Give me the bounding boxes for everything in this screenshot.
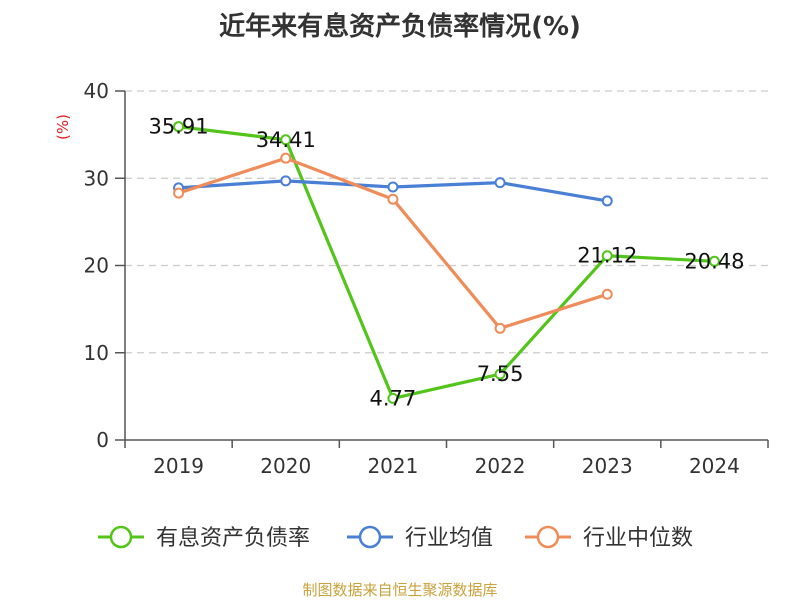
grid-lines bbox=[125, 90, 768, 354]
legend: 有息资产负债率 行业均值 行业中位数 bbox=[98, 525, 693, 551]
data-point bbox=[387, 193, 399, 205]
chart-title: 近年来有息资产负债率情况(%) bbox=[219, 12, 581, 42]
data-point bbox=[494, 322, 506, 334]
x-tick-label: 2023 bbox=[582, 454, 633, 478]
legend-swatch-marker bbox=[109, 525, 133, 549]
data-point bbox=[601, 195, 613, 207]
data-point bbox=[280, 134, 292, 146]
x-tick-label: 2021 bbox=[367, 454, 418, 478]
data-label: 7.55 bbox=[477, 362, 524, 386]
data-point bbox=[601, 250, 613, 262]
data-label: 34.41 bbox=[256, 128, 316, 152]
series-line-1 bbox=[178, 125, 715, 400]
x-tick-label: 2022 bbox=[475, 454, 526, 478]
data-labels: 35.91 34.41 4.77 7.55 21.12 20.48 bbox=[149, 115, 745, 411]
y-tick-label: 40 bbox=[84, 79, 109, 103]
data-label: 4.77 bbox=[370, 386, 417, 410]
data-point bbox=[494, 177, 506, 189]
legend-label: 行业均值 bbox=[405, 526, 493, 551]
data-label: 21.12 bbox=[577, 244, 637, 268]
data-point bbox=[173, 187, 185, 199]
data-point bbox=[173, 121, 185, 133]
legend-label: 有息资产负债率 bbox=[156, 526, 310, 551]
data-label: 20.48 bbox=[684, 249, 744, 273]
x-tick-label: 2019 bbox=[153, 454, 204, 478]
y-tick-label: 10 bbox=[84, 341, 109, 365]
series-lines bbox=[173, 121, 720, 404]
axes: 0 10 20 30 40 2019 2020 2021 2022 2023 2024 (%) bbox=[54, 79, 769, 478]
x-tick-label: 2024 bbox=[689, 454, 740, 478]
data-point bbox=[494, 368, 506, 380]
data-point bbox=[708, 255, 720, 267]
y-tick-label: 0 bbox=[96, 428, 109, 452]
data-point bbox=[280, 152, 292, 164]
legend-swatch-marker bbox=[358, 525, 382, 549]
y-tick-label: 20 bbox=[84, 254, 109, 278]
y-axis-label: (%) bbox=[54, 114, 72, 140]
data-point bbox=[601, 288, 613, 300]
x-tick-label: 2020 bbox=[260, 454, 311, 478]
y-tick-label: 30 bbox=[84, 166, 109, 190]
source-note: 制图数据来自恒生聚源数据库 bbox=[302, 581, 498, 599]
data-label: 35.91 bbox=[149, 115, 209, 139]
legend-label: 行业中位数 bbox=[583, 526, 693, 551]
legend-swatch-marker bbox=[536, 525, 560, 549]
data-point bbox=[387, 392, 399, 404]
data-point bbox=[280, 175, 292, 187]
data-point bbox=[387, 181, 399, 193]
